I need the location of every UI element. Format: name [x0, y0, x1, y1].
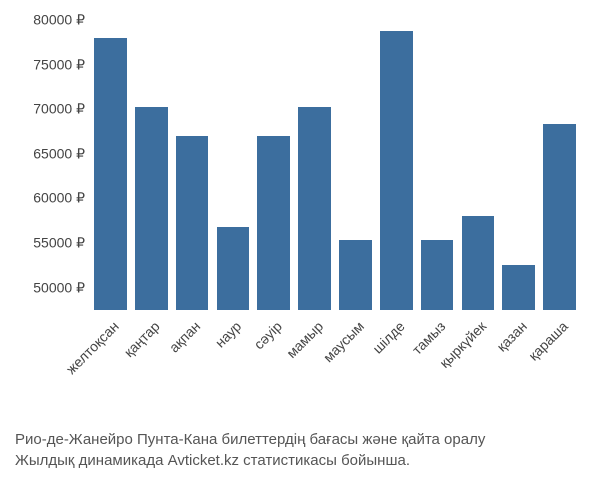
- x-tick-label: желтоқсан: [63, 318, 122, 377]
- x-tick-label: наур: [212, 318, 245, 351]
- x-tick-label: сәуір: [251, 318, 285, 352]
- y-tick-label: 80000 ₽: [0, 12, 85, 29]
- bar: [339, 240, 372, 310]
- y-tick-label: 70000 ₽: [0, 101, 85, 118]
- bar: [298, 107, 331, 310]
- chart-caption: Рио-де-Жанейро Пунта-Кана билеттердің ба…: [15, 429, 585, 473]
- y-tick-label: 55000 ₽: [0, 235, 85, 252]
- plot-area: [90, 20, 580, 310]
- bar: [421, 240, 454, 310]
- x-tick-label: қазан: [494, 318, 531, 355]
- x-tick-label: маусым: [319, 318, 366, 365]
- y-tick-label: 75000 ₽: [0, 56, 85, 73]
- y-tick-label: 50000 ₽: [0, 279, 85, 296]
- bar: [543, 124, 576, 310]
- x-tick-label: қараша: [525, 318, 571, 364]
- price-chart: 50000 ₽ 55000 ₽ 60000 ₽ 65000 ₽ 70000 ₽ 75000…: [0, 0, 600, 500]
- y-tick-label: 65000 ₽: [0, 145, 85, 162]
- caption-line-1: Рио-де-Жанейро Пунта-Кана билеттердің ба…: [15, 429, 585, 451]
- bar: [135, 107, 168, 310]
- bar: [176, 136, 209, 310]
- x-tick-label: қаңтар: [121, 318, 163, 360]
- bar: [502, 265, 535, 310]
- bar: [257, 136, 290, 310]
- bar: [217, 227, 250, 310]
- bar: [462, 216, 495, 310]
- x-tick-label: мамыр: [283, 318, 326, 361]
- bar: [94, 38, 127, 310]
- x-tick-label: шілде: [369, 318, 408, 357]
- bar: [380, 31, 413, 310]
- y-tick-label: 60000 ₽: [0, 190, 85, 207]
- caption-line-2: Жылдық динамикада Avticket.kz статистика…: [15, 450, 585, 472]
- x-tick-label: ақпан: [166, 318, 203, 355]
